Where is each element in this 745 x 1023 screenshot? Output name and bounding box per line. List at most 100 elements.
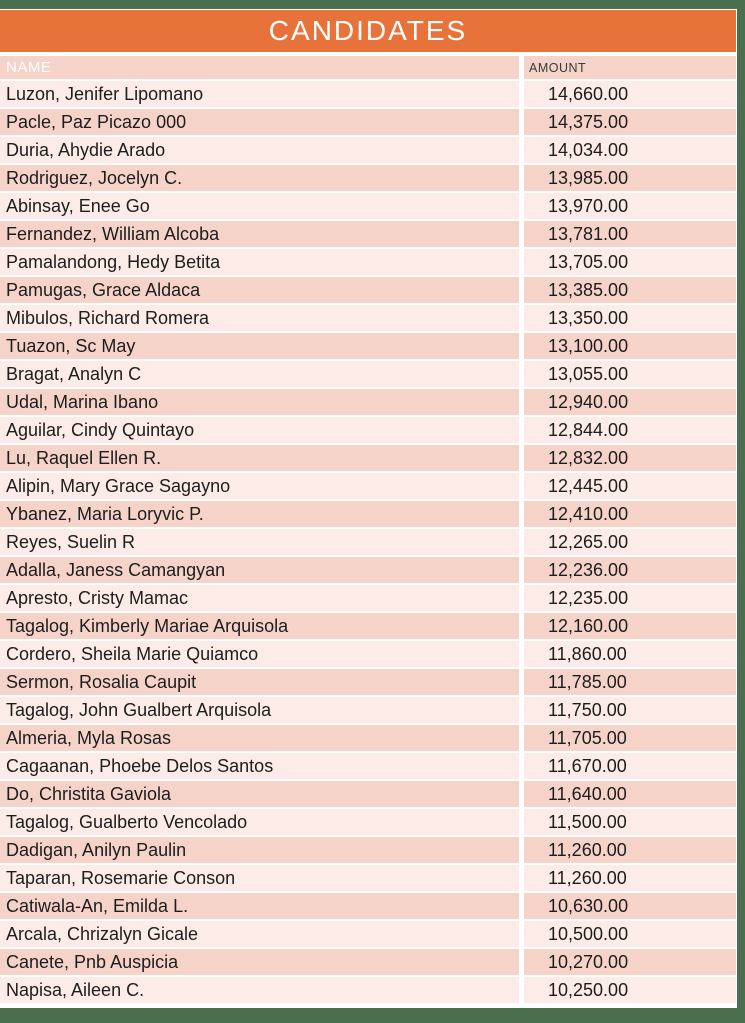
column-divider <box>519 669 524 695</box>
table-row: Pacle, Paz Picazo 000 14,375.00 <box>0 109 736 135</box>
column-divider <box>519 921 524 947</box>
candidate-name: Pamugas, Grace Aldaca <box>0 277 519 303</box>
candidate-amount: 12,445.00 <box>524 473 736 499</box>
candidate-name: Fernandez, William Alcoba <box>0 221 519 247</box>
column-divider <box>519 725 524 751</box>
candidate-amount: 11,260.00 <box>524 837 736 863</box>
candidate-amount: 11,500.00 <box>524 809 736 835</box>
candidate-name: Canete, Pnb Auspicia <box>0 949 519 975</box>
column-divider <box>519 81 524 107</box>
column-header-name: NAME <box>0 56 519 79</box>
table-row: Pamugas, Grace Aldaca 13,385.00 <box>0 277 736 303</box>
column-divider <box>519 585 524 611</box>
candidate-name: Tagalog, Kimberly Mariae Arquisola <box>0 613 519 639</box>
candidate-amount: 13,350.00 <box>524 305 736 331</box>
candidate-amount: 12,844.00 <box>524 417 736 443</box>
table-row: Luzon, Jenifer Lipomano 14,660.00 <box>0 81 736 107</box>
column-divider <box>519 809 524 835</box>
candidate-amount: 10,630.00 <box>524 893 736 919</box>
candidate-name: Sermon, Rosalia Caupit <box>0 669 519 695</box>
candidate-amount: 11,260.00 <box>524 865 736 891</box>
column-divider <box>519 417 524 443</box>
table-row: Lu, Raquel Ellen R. 12,832.00 <box>0 445 736 471</box>
candidate-name: Luzon, Jenifer Lipomano <box>0 81 519 107</box>
column-divider <box>519 697 524 723</box>
candidate-amount: 10,270.00 <box>524 949 736 975</box>
bottom-border <box>0 1008 745 1023</box>
table-header-row: NAME AMOUNT <box>0 56 736 79</box>
candidate-name: Almeria, Myla Rosas <box>0 725 519 751</box>
candidate-amount: 12,160.00 <box>524 613 736 639</box>
column-divider <box>519 473 524 499</box>
candidate-amount: 11,750.00 <box>524 697 736 723</box>
candidate-name: Apresto, Cristy Mamac <box>0 585 519 611</box>
candidate-name: Udal, Marina Ibano <box>0 389 519 415</box>
column-divider <box>519 641 524 667</box>
column-divider <box>519 557 524 583</box>
table-row: Apresto, Cristy Mamac 12,235.00 <box>0 585 736 611</box>
column-divider <box>519 193 524 219</box>
table-row: Mibulos, Richard Romera 13,350.00 <box>0 305 736 331</box>
column-divider <box>519 221 524 247</box>
column-divider <box>519 445 524 471</box>
column-header-amount: AMOUNT <box>524 56 736 79</box>
candidate-amount: 13,055.00 <box>524 361 736 387</box>
column-divider <box>519 389 524 415</box>
table-row: Sermon, Rosalia Caupit 11,785.00 <box>0 669 736 695</box>
table-row: Alipin, Mary Grace Sagayno 12,445.00 <box>0 473 736 499</box>
column-divider <box>519 165 524 191</box>
candidate-amount: 13,781.00 <box>524 221 736 247</box>
column-divider <box>519 109 524 135</box>
column-divider <box>519 865 524 891</box>
column-divider <box>519 781 524 807</box>
candidate-name: Aguilar, Cindy Quintayo <box>0 417 519 443</box>
candidate-name: Mibulos, Richard Romera <box>0 305 519 331</box>
column-divider <box>519 613 524 639</box>
candidate-amount: 14,375.00 <box>524 109 736 135</box>
column-divider <box>519 753 524 779</box>
candidate-name: Tagalog, John Gualbert Arquisola <box>0 697 519 723</box>
table-row: Fernandez, William Alcoba 13,781.00 <box>0 221 736 247</box>
table-row: Arcala, Chrizalyn Gicale 10,500.00 <box>0 921 736 947</box>
candidate-amount: 14,660.00 <box>524 81 736 107</box>
candidate-name: Tuazon, Sc May <box>0 333 519 359</box>
column-divider <box>519 333 524 359</box>
page-title: CANDIDATES <box>268 15 468 46</box>
table-row: Udal, Marina Ibano 12,940.00 <box>0 389 736 415</box>
table-row: Rodriguez, Jocelyn C. 13,985.00 <box>0 165 736 191</box>
candidate-name: Napisa, Aileen C. <box>0 977 519 1003</box>
candidate-amount: 13,985.00 <box>524 165 736 191</box>
candidate-name: Ybanez, Maria Loryvic P. <box>0 501 519 527</box>
candidate-name: Reyes, Suelin R <box>0 529 519 555</box>
table-row: Catiwala-An, Emilda L. 10,630.00 <box>0 893 736 919</box>
column-divider <box>519 977 524 1003</box>
table-row: Napisa, Aileen C. 10,250.00 <box>0 977 736 1003</box>
candidate-name: Rodriguez, Jocelyn C. <box>0 165 519 191</box>
table-row: Tagalog, John Gualbert Arquisola 11,750.0… <box>0 697 736 723</box>
column-divider <box>519 137 524 163</box>
table-row: Bragat, Analyn C 13,055.00 <box>0 361 736 387</box>
table-row: Abinsay, Enee Go 13,970.00 <box>0 193 736 219</box>
candidate-amount: 12,940.00 <box>524 389 736 415</box>
table-title-band: CANDIDATES <box>0 10 736 52</box>
candidate-amount: 12,832.00 <box>524 445 736 471</box>
table-row: Adalla, Janess Camangyan 12,236.00 <box>0 557 736 583</box>
column-divider <box>519 501 524 527</box>
candidate-amount: 12,410.00 <box>524 501 736 527</box>
candidate-amount: 12,265.00 <box>524 529 736 555</box>
table-row: Cagaanan, Phoebe Delos Santos 11,670.00 <box>0 753 736 779</box>
candidate-name: Cordero, Sheila Marie Quiamco <box>0 641 519 667</box>
candidate-name: Catiwala-An, Emilda L. <box>0 893 519 919</box>
candidate-name: Adalla, Janess Camangyan <box>0 557 519 583</box>
table-row: Reyes, Suelin R 12,265.00 <box>0 529 736 555</box>
table-row: Cordero, Sheila Marie Quiamco 11,860.00 <box>0 641 736 667</box>
table-row: Duria, Ahydie Arado 14,034.00 <box>0 137 736 163</box>
candidate-amount: 13,705.00 <box>524 249 736 275</box>
candidate-amount: 14,034.00 <box>524 137 736 163</box>
candidate-amount: 10,250.00 <box>524 977 736 1003</box>
column-divider <box>519 305 524 331</box>
table-row: Canete, Pnb Auspicia 10,270.00 <box>0 949 736 975</box>
candidate-name: Duria, Ahydie Arado <box>0 137 519 163</box>
table-row: Tagalog, Kimberly Mariae Arquisola 12,160… <box>0 613 736 639</box>
